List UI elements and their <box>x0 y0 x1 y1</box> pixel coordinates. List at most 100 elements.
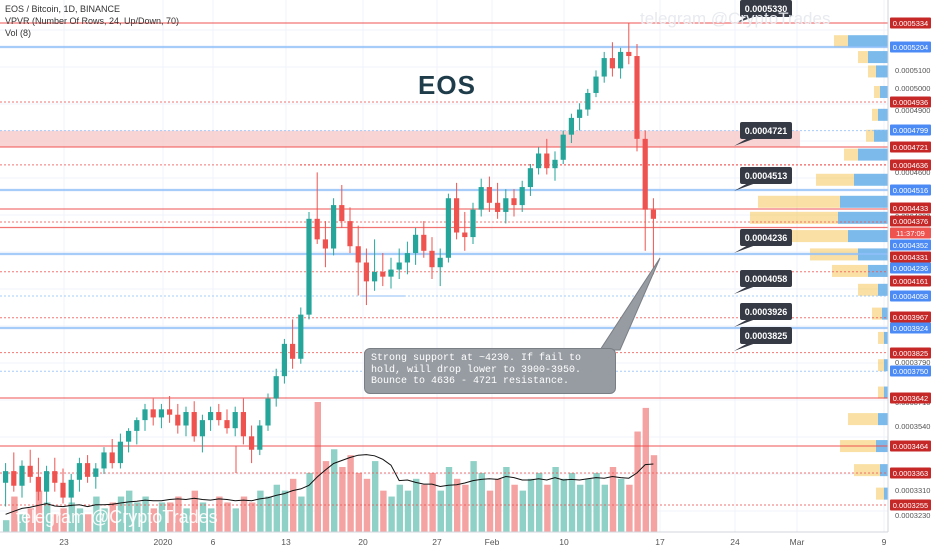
candle-body-39 <box>322 239 328 249</box>
callout-box-1 <box>740 122 792 139</box>
candle-body-14 <box>117 441 123 464</box>
price-label-box-18 <box>890 365 931 377</box>
volume-bar-30 <box>249 502 256 532</box>
vpvr-up-10 <box>848 230 888 243</box>
volume-bar-64 <box>527 478 535 532</box>
price-label-text-3: 0.0004799 <box>893 126 928 135</box>
volume-bar-52 <box>429 472 436 532</box>
vpvr-down-13 <box>858 283 878 296</box>
price-label-text-18: 0.0003750 <box>893 367 928 376</box>
candle-body-75 <box>618 51 624 69</box>
vpvr-down-9 <box>750 211 838 224</box>
volume-bar-44 <box>363 478 371 532</box>
callout-text-6: 0.0003825 <box>745 331 788 341</box>
volume-bar-11 <box>93 496 100 532</box>
candle-body-51 <box>421 234 427 251</box>
x-tick-9: 24 <box>730 537 740 547</box>
volume-bar-47 <box>388 496 395 532</box>
price-label-16: 0.0003924 <box>890 322 931 334</box>
callout-2: 0.0004513 <box>734 167 792 191</box>
vpvr-up-0 <box>848 35 888 48</box>
price-label-box-2 <box>890 96 931 108</box>
candle-body-74 <box>609 58 615 69</box>
price-label-4: 0.0004721 <box>890 141 931 153</box>
volume-bar-59 <box>486 490 494 532</box>
vpvr-down-12 <box>832 264 868 277</box>
candle-body-13 <box>109 452 115 464</box>
candle-body-62 <box>511 198 517 206</box>
vpvr-up-5 <box>874 129 888 142</box>
x-tick-3: 13 <box>281 537 291 547</box>
price-label-text-1: 0.0005204 <box>893 43 928 52</box>
vpvr-up-3 <box>880 85 888 98</box>
candle-body-17 <box>142 409 148 421</box>
candles <box>3 23 656 507</box>
volume-bar-31 <box>257 490 264 532</box>
horizontal-levels <box>0 22 888 506</box>
price-label-text-16: 0.0003924 <box>893 324 928 333</box>
candle-body-38 <box>314 218 320 240</box>
y-tick-2: 0.0004900 <box>895 106 930 115</box>
volume-bar-37 <box>306 472 313 532</box>
vpvr-down-0 <box>834 35 848 48</box>
callout-tail-6 <box>734 343 756 351</box>
price-label-17: 0.0003825 <box>890 347 931 359</box>
candle-body-72 <box>593 76 599 93</box>
callout-tail-5 <box>734 319 756 327</box>
vpvr-down-20 <box>854 464 880 477</box>
candle-body-6 <box>52 471 58 483</box>
candle-body-23 <box>191 412 197 437</box>
watermark-bottom: telegram @CryptoTrades <box>16 507 218 527</box>
candle-body-49 <box>404 253 410 263</box>
candle-body-58 <box>478 187 484 210</box>
price-callouts: 0.0005330 0.0004721 0.0004513 0.0004236 0.00… <box>734 0 792 351</box>
volume-bar-56 <box>462 484 469 532</box>
vpvr-down-2 <box>868 65 876 78</box>
candle-body-65 <box>536 153 542 169</box>
vpvr-down-4 <box>872 108 878 121</box>
price-label-text-9: 11:37:09 <box>896 229 925 238</box>
vpvr-down-15 <box>878 331 884 344</box>
volume-bar-46 <box>380 490 387 532</box>
callout-3: 0.0004236 <box>734 229 792 253</box>
vpvr-up-7 <box>854 173 888 186</box>
volume-bar-53 <box>437 490 444 532</box>
callout-4: 0.0004058 <box>734 270 792 294</box>
candle-body-46 <box>380 271 386 277</box>
chart-legend: EOS / Bitcoin, 1D, BINANCE VPVR (Number … <box>5 3 179 39</box>
vpvr-up-14 <box>882 307 888 320</box>
analysis-note: Strong support at ~4230. If fail to hold… <box>364 348 616 394</box>
candle-body-76 <box>626 51 632 57</box>
price-label-box-11 <box>890 251 931 263</box>
price-label-box-10 <box>890 239 931 251</box>
candle-body-26 <box>216 412 222 421</box>
volume-bar-77 <box>634 431 641 532</box>
volume-bar-72 <box>593 472 600 532</box>
volume-bar-1 <box>11 496 18 532</box>
candle-body-7 <box>60 482 66 498</box>
price-label-box-4 <box>890 141 931 153</box>
price-label-3: 0.0004799 <box>890 124 931 136</box>
volume-bar-14 <box>117 496 125 532</box>
callout-tail-0 <box>734 16 756 24</box>
volume-bar-32 <box>265 496 272 532</box>
candle-body-25 <box>208 412 214 421</box>
volume-bar-7 <box>60 508 67 532</box>
price-label-15: 0.0003967 <box>890 311 931 323</box>
y-tick-1: 0.0005000 <box>895 84 930 93</box>
x-tick-4: 20 <box>358 537 368 547</box>
volume-bar-38 <box>314 402 321 532</box>
price-label-text-21: 0.0003363 <box>893 469 928 478</box>
y-tick-8: 0.0003540 <box>895 422 930 431</box>
price-label-box-15 <box>890 311 931 323</box>
volume-bar-39 <box>322 461 330 532</box>
candle-body-22 <box>183 412 189 426</box>
price-label-9: 11:37:09 <box>890 227 931 239</box>
price-label-box-14 <box>890 290 931 302</box>
eos-label: EOS <box>418 70 476 100</box>
candle-body-30 <box>249 436 255 450</box>
candle-body-50 <box>413 234 419 254</box>
x-tick-11: 9 <box>882 537 887 547</box>
volume-bar-15 <box>126 490 133 532</box>
